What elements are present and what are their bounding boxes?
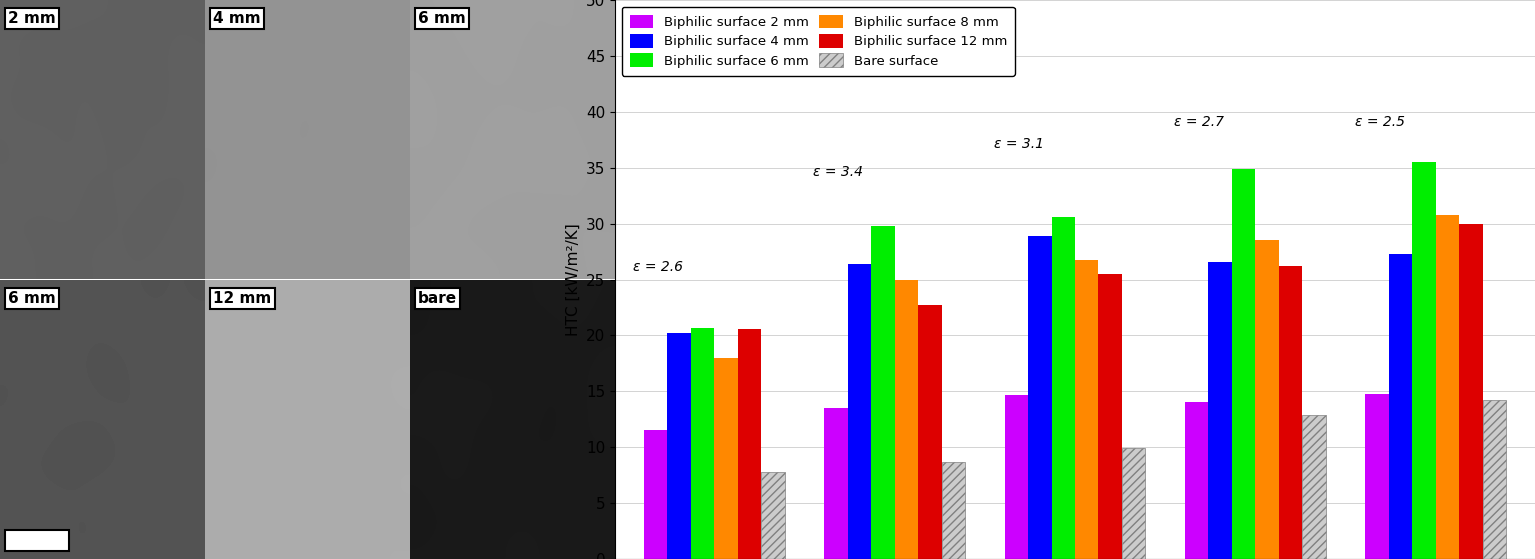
Text: 10 mm: 10 mm [8, 533, 66, 548]
Bar [1302, 415, 1326, 559]
Text: 4 mm: 4 mm [213, 11, 261, 26]
Text: 2 mm: 2 mm [8, 11, 55, 26]
Bar [1412, 162, 1435, 559]
Bar [941, 462, 966, 559]
Legend: Biphilic surface 2 mm, Biphilic surface 4 mm, Biphilic surface 6 mm, Biphilic su: Biphilic surface 2 mm, Biphilic surface … [622, 7, 1015, 75]
Bar [1435, 215, 1460, 559]
Text: ε = 2.6: ε = 2.6 [632, 260, 683, 274]
Bar [824, 408, 847, 559]
Text: ε = 2.5: ε = 2.5 [1354, 115, 1405, 129]
Bar [872, 226, 895, 559]
Bar [895, 280, 918, 559]
Text: ε = 3.1: ε = 3.1 [993, 137, 1044, 151]
Bar [1256, 240, 1279, 559]
Bar [1122, 448, 1145, 559]
Bar [761, 472, 784, 559]
Bar [714, 358, 738, 559]
Bar [643, 430, 668, 559]
Bar [1233, 169, 1256, 559]
Text: ε = 2.7: ε = 2.7 [1174, 115, 1225, 129]
Bar [1074, 260, 1099, 559]
Bar [1208, 262, 1233, 559]
Bar [1004, 395, 1028, 559]
Bar [918, 305, 941, 559]
Bar [1279, 266, 1302, 559]
Bar [1389, 254, 1412, 559]
Bar [1028, 236, 1051, 559]
Bar [668, 333, 691, 559]
Text: 6 mm: 6 mm [418, 11, 467, 26]
Bar [847, 264, 872, 559]
Bar [1185, 402, 1208, 559]
Text: 6 mm: 6 mm [8, 291, 55, 306]
Bar [738, 329, 761, 559]
Bar [1460, 224, 1483, 559]
Bar [1051, 217, 1074, 559]
Bar [1366, 394, 1389, 559]
Text: 12 mm: 12 mm [213, 291, 272, 306]
Text: bare: bare [418, 291, 457, 306]
Text: ε = 3.4: ε = 3.4 [814, 165, 863, 179]
Bar [1483, 400, 1506, 559]
Bar [691, 328, 714, 559]
Bar [1099, 274, 1122, 559]
Y-axis label: HTC [kW/m²/K]: HTC [kW/m²/K] [565, 223, 580, 336]
